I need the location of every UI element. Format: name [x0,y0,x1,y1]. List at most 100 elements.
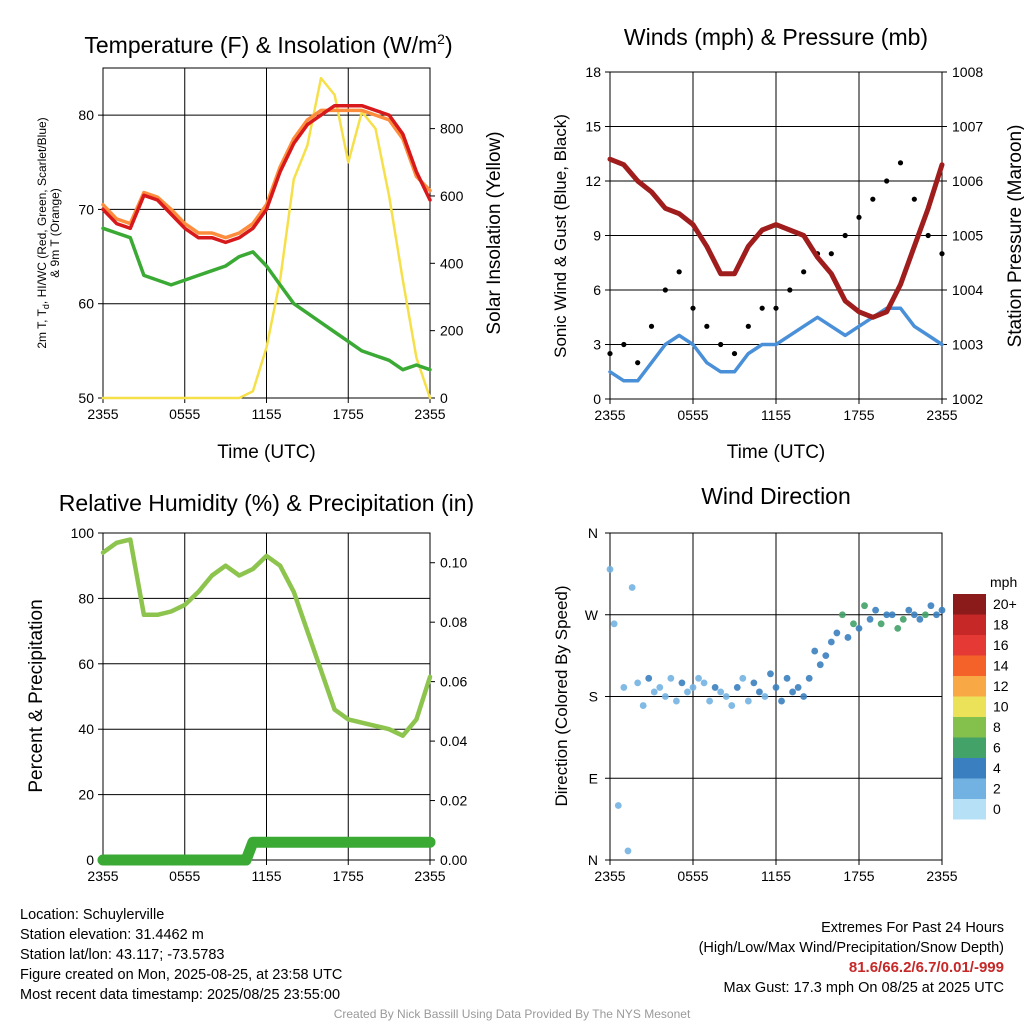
direction-point [783,674,791,682]
gust-point [635,360,641,366]
max-gust-text: Max Gust: 17.3 mph On 08/25 at 2025 UTC [723,980,1004,996]
direction-point [620,684,628,691]
legend-label: 16 [993,637,1009,653]
insolation-line [101,76,432,400]
legend-label: 8 [993,719,1001,735]
direction-point [894,624,902,632]
direction-point [650,688,658,696]
direction-point [656,684,664,691]
direction-point [678,679,686,687]
extremes-heading: Extremes For Past 24 Hours [821,920,1004,936]
legend-swatch [953,737,986,758]
x-tick-label: 1155 [251,406,281,422]
direction-point [866,615,874,623]
direction-point [628,584,636,591]
x-tick-label: 2355 [594,868,625,884]
gust-point [690,305,696,311]
x-tick-label: 0555 [169,406,200,422]
direction-point [756,688,763,696]
y-tick-label: 80 [78,107,94,123]
direction-point [888,611,896,619]
gust-point [939,251,945,257]
y2-tick-label: 0.04 [440,733,467,749]
y-label-line-1b: , HI/WC (Red, Green, Scarlet/Blue) [35,117,49,304]
direction-point [614,802,622,809]
y-tick-label: 0 [86,852,94,868]
direction-point [772,684,780,691]
chart-title: Temperature (F) & Insolation (W/m2) [84,31,452,58]
gust-point [745,323,751,329]
y2-tick-label: 200 [440,323,464,339]
temp-2m-line [101,103,432,245]
y-tick-label: 100 [71,525,95,541]
legend-label: 18 [993,617,1009,633]
direction-point [673,697,680,705]
direction-point [606,565,614,573]
legend-label: 4 [993,760,1001,776]
y2-tick-label: 0.02 [440,793,467,809]
legend-label: 14 [993,658,1009,674]
legend-swatch [953,594,986,615]
direction-point [910,611,918,619]
legend-swatch [953,778,986,799]
location-text: Location: Schuylerville [20,907,165,923]
chart-title: Relative Humidity (%) & Precipitation (i… [59,490,474,516]
y-tick-label: 40 [78,721,94,737]
rh-line [100,537,433,738]
legend-swatch [953,676,986,697]
x-tick-label: 1755 [843,407,874,423]
direction-point [767,670,774,678]
direction-point [905,606,913,614]
direction-point [778,697,785,705]
panel-1: 2355 0555 1155 1755 235550607080020040060080… [78,67,464,422]
direction-point [805,674,813,682]
direction-point [689,684,697,691]
direction-point [811,647,819,655]
gust-point [773,305,779,311]
y2-tick-label: 1005 [952,228,983,244]
x-tick-label: 1755 [333,868,364,884]
x-axis-label: Time (UTC) [217,442,316,463]
direction-point [922,611,929,619]
x-tick-label: 2355 [926,868,957,884]
direction-point [850,620,857,628]
x-tick-label: 0555 [677,868,708,884]
direction-point [855,624,863,632]
gust-point [884,178,890,184]
y-tick-label: 80 [78,590,94,606]
gust-point [911,196,917,202]
x-tick-label: 2355 [414,406,445,422]
y-tick-label: S [589,689,598,705]
extremes-values: 81.6/66.2/6.7/0.01/-999 [848,959,1004,976]
legend-label: 6 [993,740,1001,756]
direction-point [844,634,852,641]
direction-point [624,847,632,855]
legend-swatch [953,758,986,779]
y2-axis-label: Solar Insolation (Yellow) [484,131,505,334]
direction-point [667,674,675,682]
legend-swatch [953,635,986,656]
direction-point [717,688,725,696]
y2-tick-label: 1007 [952,119,983,135]
y-tick-label: W [585,607,599,623]
recent-text: Most recent data timestamp: 2025/08/25 2… [20,987,341,1003]
direction-point [733,684,741,691]
x-tick-label: 1155 [761,407,791,423]
gust-point [662,287,668,293]
y2-tick-label: 400 [440,255,464,271]
direction-point [877,620,885,628]
direction-point [728,702,736,709]
y-tick-label: 0 [593,391,601,407]
direction-point [861,602,868,610]
gust-point [787,287,793,293]
y-tick-label: 15 [585,119,601,135]
extremes-info: Extremes For Past 24 Hours (High/Low/Max… [699,918,1004,998]
direction-point [833,629,841,637]
gust-point [676,269,682,275]
direction-point [695,674,702,682]
direction-point [761,693,769,700]
direction-point [916,615,924,623]
y-label-line-1a: 2m T, T [35,308,49,348]
y2-tick-label: 0.00 [440,852,467,868]
y-axis-label: Sonic Wind & Gust (Blue, Black) [551,114,570,358]
